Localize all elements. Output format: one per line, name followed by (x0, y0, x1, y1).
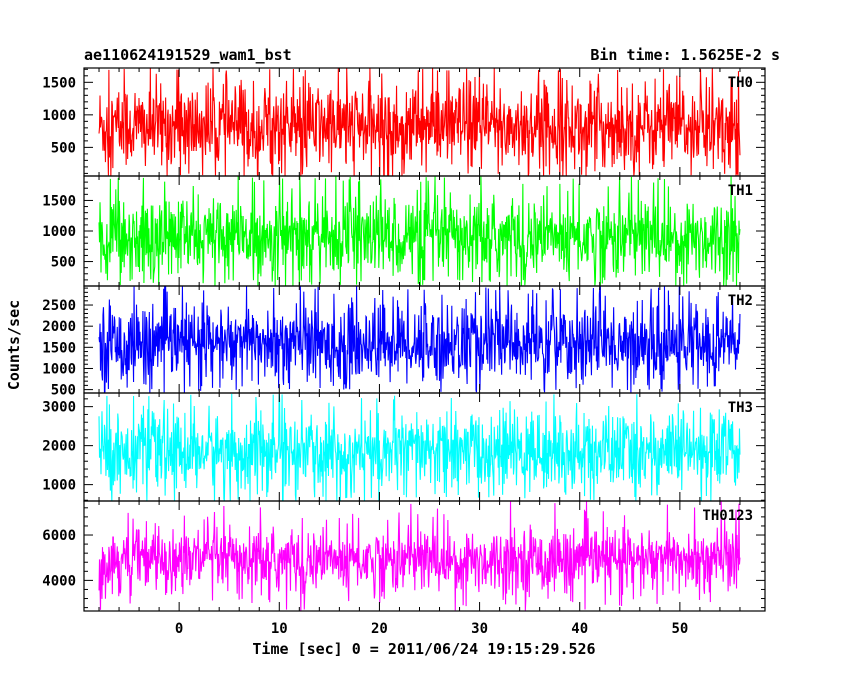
y-tick-label: 500 (51, 383, 76, 399)
y-tick-label: 3000 (42, 400, 76, 416)
y-tick-label: 2000 (42, 319, 76, 335)
x-tick-label: 30 (471, 621, 488, 637)
y-tick-label: 1500 (42, 193, 76, 209)
y-tick-label: 1000 (42, 108, 76, 124)
y-tick-label: 500 (51, 255, 76, 271)
panel-label: TH0123 (702, 508, 753, 524)
panels: 500 1000 1500 TH0 500 1000 1500 TH1 500 1000 1500 2… (42, 67, 766, 612)
x-tick-label: 50 (671, 621, 688, 637)
x-tick-label: 20 (371, 621, 388, 637)
x-tick-label: 10 (271, 621, 288, 637)
x-tick-label: 40 (571, 621, 588, 637)
x-tick-label: 0 (175, 621, 183, 637)
y-tick-label: 4000 (42, 573, 76, 589)
panel-label: TH0 (728, 75, 753, 91)
panel-th0123: 4000 6000 TH0123 (42, 500, 766, 612)
y-tick-label: 2000 (42, 439, 76, 455)
y-tick-label: 1000 (42, 478, 76, 494)
y-tick-label: 500 (51, 140, 76, 156)
x-axis-label: Time [sec] 0 = 2011/06/24 19:15:29.526 (252, 640, 595, 658)
panel-label: TH1 (728, 183, 753, 199)
series-line-th2 (98, 286, 741, 393)
panel-label: TH2 (728, 293, 753, 309)
series-line-th1 (98, 176, 741, 286)
panel-frame (83, 500, 766, 612)
panel-th2: 500 1000 1500 2000 2500 TH2 (42, 285, 766, 399)
y-tick-label: 1000 (42, 361, 76, 377)
chart-title: ae110624191529_wam1_bst (84, 46, 292, 64)
panel-th1: 500 1000 1500 TH1 (42, 175, 766, 287)
series-line-th0 (98, 68, 741, 176)
y-tick-label: 6000 (42, 528, 76, 544)
panel-th3: 1000 2000 3000 TH3 (42, 392, 766, 502)
y-tick-label: 1000 (42, 224, 76, 240)
series-line-th3 (98, 393, 741, 501)
y-axis-label: Counts/sec (5, 300, 23, 390)
y-tick-label: 1500 (42, 75, 76, 91)
panel-th0: 500 1000 1500 TH0 (42, 67, 766, 177)
panel-label: TH3 (728, 400, 753, 416)
series-line-th0123 (98, 501, 741, 611)
y-tick-label: 2500 (42, 298, 76, 314)
chart-subtitle: Bin time: 1.5625E-2 s (590, 46, 780, 64)
y-tick-label: 1500 (42, 340, 76, 356)
x-tick-labels: 0 10 20 30 40 50 (175, 621, 688, 637)
